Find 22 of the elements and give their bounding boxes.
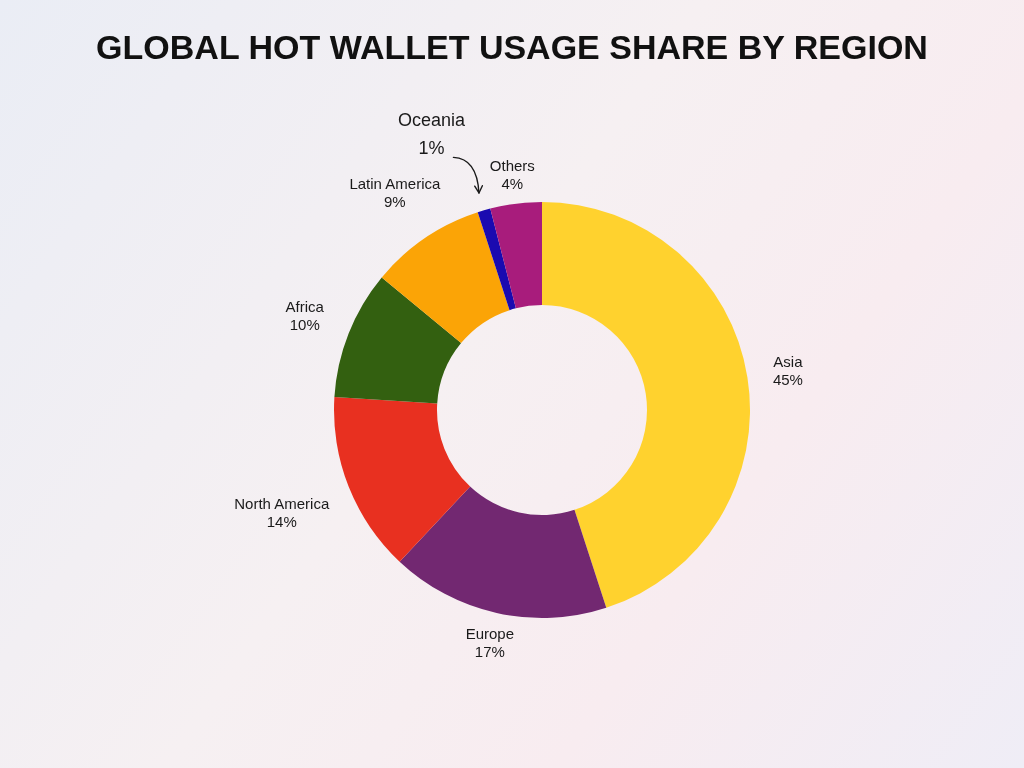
slice-label: Asia (773, 353, 804, 371)
slice-label: Latin America (349, 175, 441, 193)
donut-slice (381, 212, 510, 344)
data-label: 4% (501, 175, 524, 193)
donut-slice (334, 396, 471, 562)
donut-slice (334, 277, 462, 404)
slice-label: Europe (465, 625, 515, 643)
data-label: 10% (289, 316, 320, 334)
donut-slice (399, 486, 607, 618)
slice-label: Oceania (397, 110, 466, 131)
chart-title: GLOBAL HOT WALLET USAGE SHARE BY REGION (96, 28, 928, 66)
slice-label: North America (234, 495, 330, 513)
data-label: 1% (418, 138, 445, 159)
data-label: 9% (384, 193, 406, 211)
slice-label: Africa (285, 298, 325, 316)
donut-slice (477, 208, 516, 311)
data-label: 45% (772, 371, 803, 389)
donut-slice (490, 202, 542, 309)
slice-label: Others (489, 157, 535, 175)
donut-slice (542, 202, 750, 608)
data-label: 14% (266, 513, 297, 531)
data-label: 17% (474, 643, 505, 661)
